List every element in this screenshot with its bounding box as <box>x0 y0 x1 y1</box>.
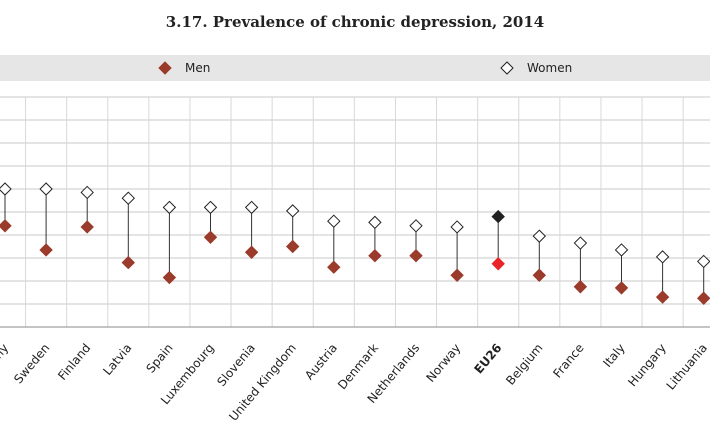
x-tick-label: Finland <box>55 341 93 383</box>
marker <box>450 220 464 234</box>
marker <box>573 280 588 294</box>
marker <box>80 220 94 234</box>
marker <box>39 182 53 196</box>
marker <box>409 248 423 263</box>
legend-label: Women <box>527 61 572 75</box>
x-tick-label: Latvia <box>100 341 134 378</box>
x-tick-label: Lithuania <box>664 341 710 393</box>
chart-title: 3.17. Prevalence of chronic depression, … <box>166 13 544 31</box>
marker <box>327 214 341 228</box>
x-tick-label: Slovenia <box>214 341 258 389</box>
marker <box>409 219 423 233</box>
marker <box>573 236 588 250</box>
marker <box>244 245 259 259</box>
marker <box>203 230 218 245</box>
x-tick-label: Italy <box>600 341 627 370</box>
marker <box>614 243 629 257</box>
marker <box>491 209 505 224</box>
marker <box>696 254 710 269</box>
x-tick-label: France <box>550 341 586 381</box>
x-tick-label: Spain <box>143 341 175 376</box>
legend-marker <box>500 61 514 75</box>
marker <box>39 243 53 257</box>
x-tick-label: Belgium <box>503 341 545 388</box>
marker <box>0 182 12 196</box>
x-tick-label: Hungary <box>625 341 669 389</box>
marker <box>203 200 218 215</box>
marker <box>368 248 382 263</box>
legend-label: Men <box>185 61 210 75</box>
marker <box>121 191 136 205</box>
marker <box>121 255 136 270</box>
legend-marker <box>158 61 172 75</box>
marker <box>655 250 670 264</box>
x-tick-label: EU26 <box>472 341 505 377</box>
marker <box>532 229 547 243</box>
marker <box>244 200 259 215</box>
marker <box>162 200 177 215</box>
marker <box>285 204 300 218</box>
marker <box>285 239 300 254</box>
x-tick-label: Austria <box>302 341 340 382</box>
marker <box>532 268 547 282</box>
marker <box>162 270 177 285</box>
marker <box>614 281 629 295</box>
marker <box>491 257 505 271</box>
x-tick-label: Norway <box>423 341 463 385</box>
marker <box>368 215 382 230</box>
marker <box>696 291 710 305</box>
marker <box>655 290 670 304</box>
x-tick-label: Sweden <box>11 341 52 386</box>
marker <box>80 185 94 200</box>
marker <box>0 219 12 233</box>
marker <box>327 260 341 274</box>
marker <box>450 268 464 282</box>
legend-band <box>0 55 710 81</box>
x-tick-label: Germany <box>0 341 11 392</box>
